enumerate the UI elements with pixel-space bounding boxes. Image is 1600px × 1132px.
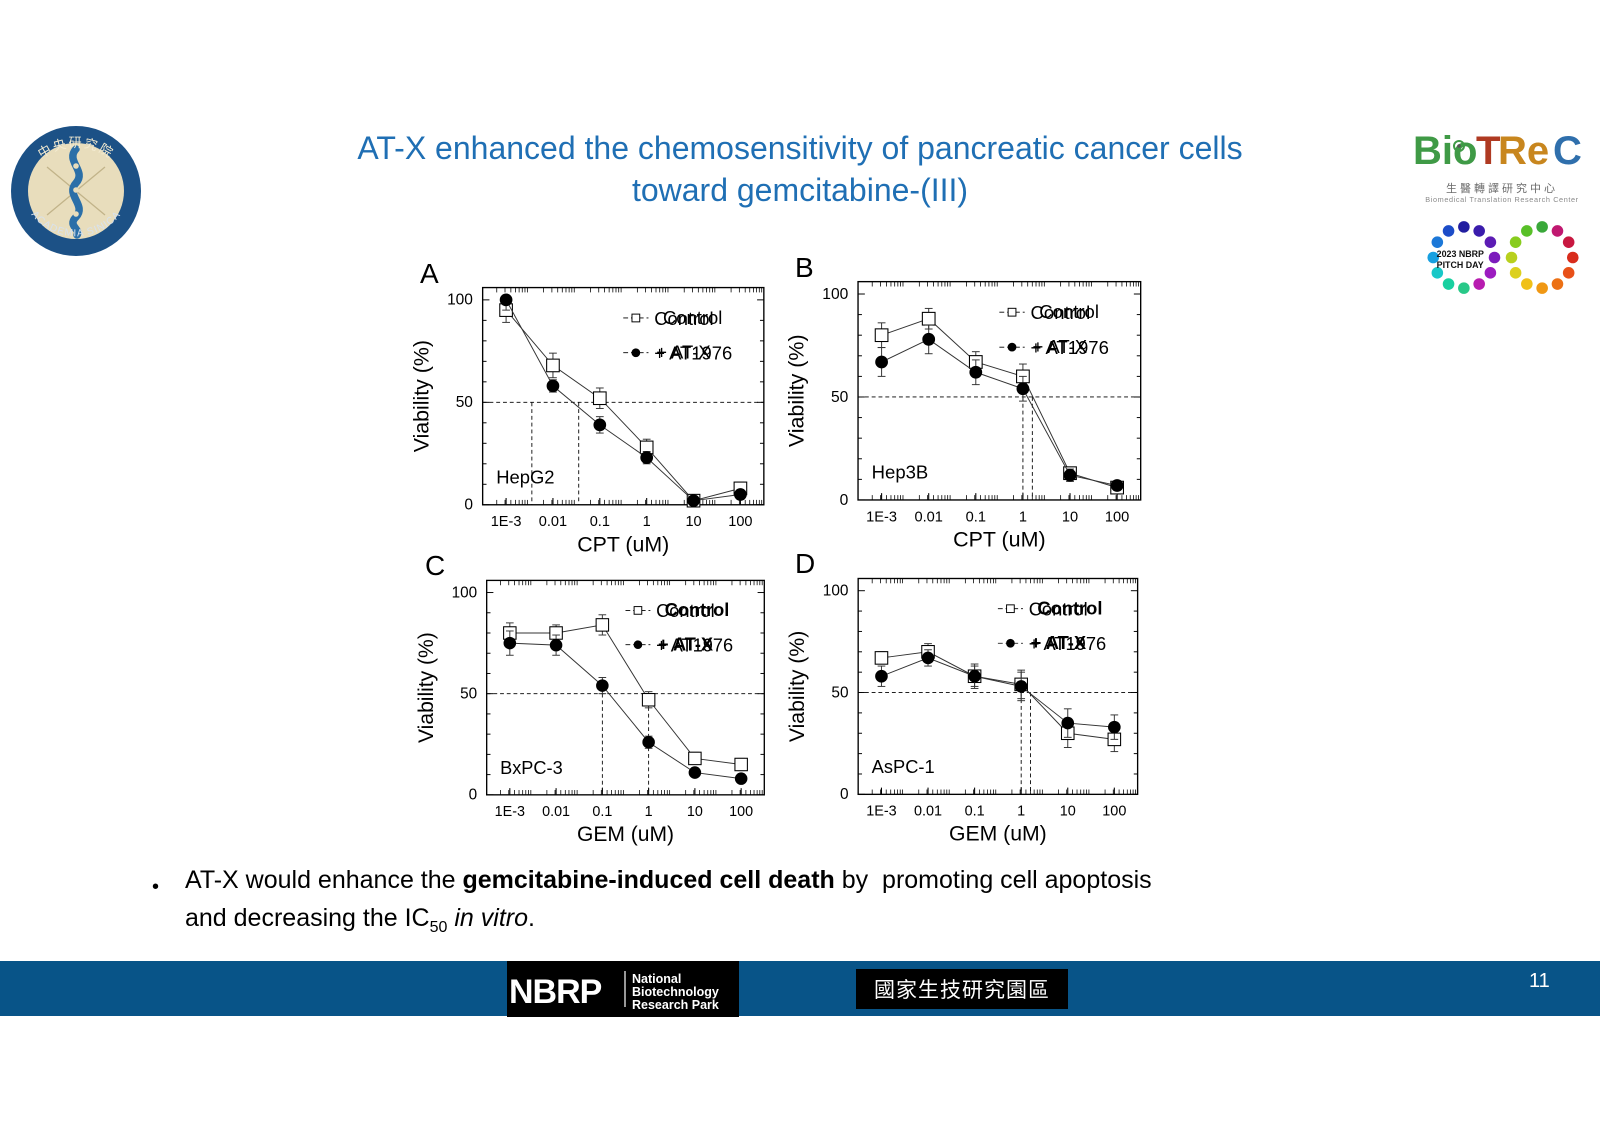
svg-text:1E-3: 1E-3 (491, 514, 522, 530)
svg-text:+ AT-X: + AT-X (657, 342, 711, 363)
svg-text:Hep3B: Hep3B (872, 462, 929, 483)
svg-text:Control: Control (1039, 301, 1099, 322)
svg-text:Viability (%): Viability (%) (786, 630, 809, 741)
svg-text:0.1: 0.1 (590, 514, 610, 530)
svg-text:50: 50 (460, 685, 477, 702)
svg-text:National: National (632, 972, 681, 986)
svg-text:0.01: 0.01 (914, 803, 942, 819)
svg-text:100: 100 (452, 584, 478, 601)
svg-text:1E-3: 1E-3 (866, 510, 897, 526)
svg-text:100: 100 (729, 514, 753, 530)
svg-text:AsPC-1: AsPC-1 (871, 756, 934, 777)
svg-text:100: 100 (1105, 510, 1129, 526)
svg-text:CPT (uM): CPT (uM) (953, 528, 1046, 552)
svg-text:PITCH DAY: PITCH DAY (1437, 260, 1484, 270)
svg-text:1E-3: 1E-3 (866, 803, 897, 819)
svg-text:C: C (1553, 129, 1582, 173)
svg-text:100: 100 (729, 803, 753, 819)
svg-text:NBRP: NBRP (509, 973, 602, 1011)
svg-text:GEM (uM): GEM (uM) (577, 822, 674, 845)
svg-text:0.1: 0.1 (964, 803, 984, 819)
svg-text:Biotechnology: Biotechnology (632, 985, 719, 999)
svg-text:CPT (uM): CPT (uM) (578, 533, 670, 557)
svg-text:0: 0 (840, 492, 849, 509)
svg-text:Viability (%): Viability (%) (415, 632, 438, 743)
svg-text:0.01: 0.01 (542, 803, 570, 819)
svg-text:+ AT-X: + AT-X (1030, 632, 1086, 653)
svg-text:10: 10 (1060, 803, 1076, 819)
svg-text:0: 0 (469, 786, 478, 803)
svg-text:1: 1 (1017, 803, 1025, 819)
svg-text:10: 10 (1062, 510, 1078, 526)
svg-text:BxPC-3: BxPC-3 (500, 757, 563, 777)
svg-text:1: 1 (643, 514, 651, 530)
svg-text:GEM (uM): GEM (uM) (949, 822, 1047, 845)
svg-text:Viability (%): Viability (%) (784, 335, 808, 448)
svg-text:1: 1 (1019, 510, 1027, 526)
svg-text:Control: Control (663, 307, 722, 328)
svg-text:1E-3: 1E-3 (495, 803, 525, 819)
svg-text:0: 0 (840, 786, 849, 803)
svg-text:0: 0 (465, 497, 474, 514)
svg-text:100: 100 (1102, 803, 1126, 819)
svg-text:HepG2: HepG2 (497, 467, 555, 488)
svg-text:0.1: 0.1 (593, 803, 613, 819)
svg-text:50: 50 (831, 389, 849, 406)
svg-text:2023 NBRP: 2023 NBRP (1437, 249, 1484, 259)
svg-text:0.01: 0.01 (914, 510, 942, 526)
svg-text:100: 100 (447, 292, 473, 309)
svg-text:50: 50 (831, 684, 848, 701)
svg-text:T: T (1476, 129, 1500, 173)
svg-text:10: 10 (687, 803, 703, 819)
svg-text:Control: Control (1037, 597, 1102, 618)
svg-text:+ AT-X: + AT-X (1032, 336, 1087, 357)
svg-text:Control: Control (665, 600, 730, 620)
svg-text:1: 1 (645, 803, 653, 819)
svg-text:0.1: 0.1 (966, 510, 986, 526)
svg-text:100: 100 (823, 582, 849, 599)
svg-text:10: 10 (686, 514, 702, 530)
svg-text:100: 100 (822, 286, 848, 303)
svg-text:+ AT-X: + AT-X (658, 634, 713, 654)
svg-text:Re: Re (1498, 129, 1549, 173)
svg-text:Research Park: Research Park (632, 998, 719, 1012)
svg-text:Viability (%): Viability (%) (410, 340, 434, 452)
svg-text:0.01: 0.01 (539, 514, 567, 530)
svg-text:Bio: Bio (1413, 129, 1477, 173)
svg-text:50: 50 (456, 395, 474, 412)
